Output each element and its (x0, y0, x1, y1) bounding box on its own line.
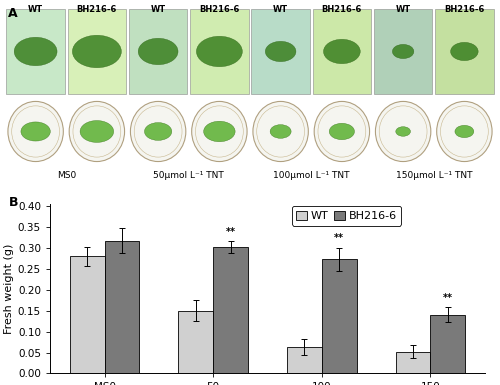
Ellipse shape (14, 37, 57, 66)
Ellipse shape (69, 101, 124, 162)
Text: WT: WT (273, 5, 288, 14)
Ellipse shape (436, 101, 492, 162)
Ellipse shape (80, 121, 114, 142)
Ellipse shape (21, 122, 50, 141)
Text: BH216-6: BH216-6 (199, 5, 239, 14)
Bar (435, 9, 494, 94)
Text: **: ** (443, 293, 453, 303)
Ellipse shape (396, 127, 410, 136)
Bar (6, 9, 65, 94)
Text: BH216-6: BH216-6 (76, 5, 117, 14)
Text: WT: WT (28, 5, 43, 14)
Bar (129, 9, 188, 94)
Ellipse shape (376, 101, 431, 162)
Bar (178, 311, 213, 373)
Bar (252, 9, 310, 94)
Bar (287, 347, 322, 373)
Legend: WT, BH216-6: WT, BH216-6 (292, 206, 401, 226)
Text: 100μmol L⁻¹ TNT: 100μmol L⁻¹ TNT (273, 171, 349, 180)
Text: BH216-6: BH216-6 (444, 5, 484, 14)
Ellipse shape (450, 42, 478, 60)
Text: WT: WT (150, 5, 166, 14)
Text: **: ** (226, 227, 235, 237)
Ellipse shape (144, 122, 172, 141)
Ellipse shape (130, 101, 186, 162)
Text: B: B (8, 196, 18, 209)
Bar (430, 315, 465, 373)
Bar (322, 259, 356, 373)
Ellipse shape (8, 101, 64, 162)
Ellipse shape (72, 35, 122, 68)
Bar (213, 247, 248, 373)
Ellipse shape (204, 121, 235, 142)
Ellipse shape (314, 101, 370, 162)
Ellipse shape (455, 126, 474, 137)
Ellipse shape (192, 101, 247, 162)
Text: BH216-6: BH216-6 (322, 5, 362, 14)
Y-axis label: Fresh weight (g): Fresh weight (g) (4, 244, 14, 334)
Bar (374, 9, 432, 94)
Ellipse shape (270, 125, 291, 138)
Bar (70, 256, 104, 373)
Ellipse shape (138, 38, 178, 65)
Bar (190, 9, 248, 94)
Bar (396, 352, 430, 373)
Text: **: ** (334, 233, 344, 243)
Ellipse shape (196, 36, 242, 67)
Ellipse shape (324, 39, 360, 64)
Text: 150μmol L⁻¹ TNT: 150μmol L⁻¹ TNT (396, 171, 472, 180)
Ellipse shape (392, 44, 414, 59)
Ellipse shape (253, 101, 308, 162)
Text: MS0: MS0 (56, 171, 76, 180)
Text: WT: WT (396, 5, 410, 14)
Bar (312, 9, 371, 94)
Text: 50μmol L⁻¹ TNT: 50μmol L⁻¹ TNT (154, 171, 224, 180)
Bar (68, 9, 126, 94)
Bar (104, 241, 140, 373)
Ellipse shape (330, 123, 354, 140)
Ellipse shape (266, 41, 296, 62)
Text: A: A (8, 7, 17, 20)
